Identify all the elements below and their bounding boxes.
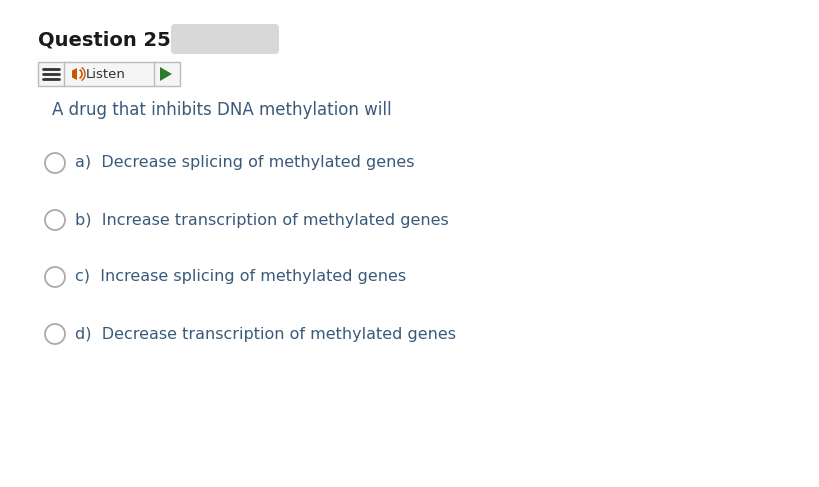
FancyBboxPatch shape [171, 24, 278, 54]
Text: Question 25: Question 25 [38, 31, 170, 50]
Text: A drug that inhibits DNA methylation will: A drug that inhibits DNA methylation wil… [52, 101, 391, 119]
Polygon shape [160, 67, 172, 81]
FancyBboxPatch shape [38, 62, 180, 86]
Text: b)  Increase transcription of methylated genes: b) Increase transcription of methylated … [75, 212, 448, 227]
Circle shape [45, 153, 65, 173]
Text: c)  Increase splicing of methylated genes: c) Increase splicing of methylated genes [75, 269, 405, 284]
Text: Listen: Listen [86, 68, 126, 80]
Circle shape [45, 210, 65, 230]
Text: a)  Decrease splicing of methylated genes: a) Decrease splicing of methylated genes [75, 155, 414, 170]
Circle shape [45, 267, 65, 287]
Polygon shape [72, 68, 77, 80]
Text: d)  Decrease transcription of methylated genes: d) Decrease transcription of methylated … [75, 326, 455, 341]
Circle shape [45, 324, 65, 344]
